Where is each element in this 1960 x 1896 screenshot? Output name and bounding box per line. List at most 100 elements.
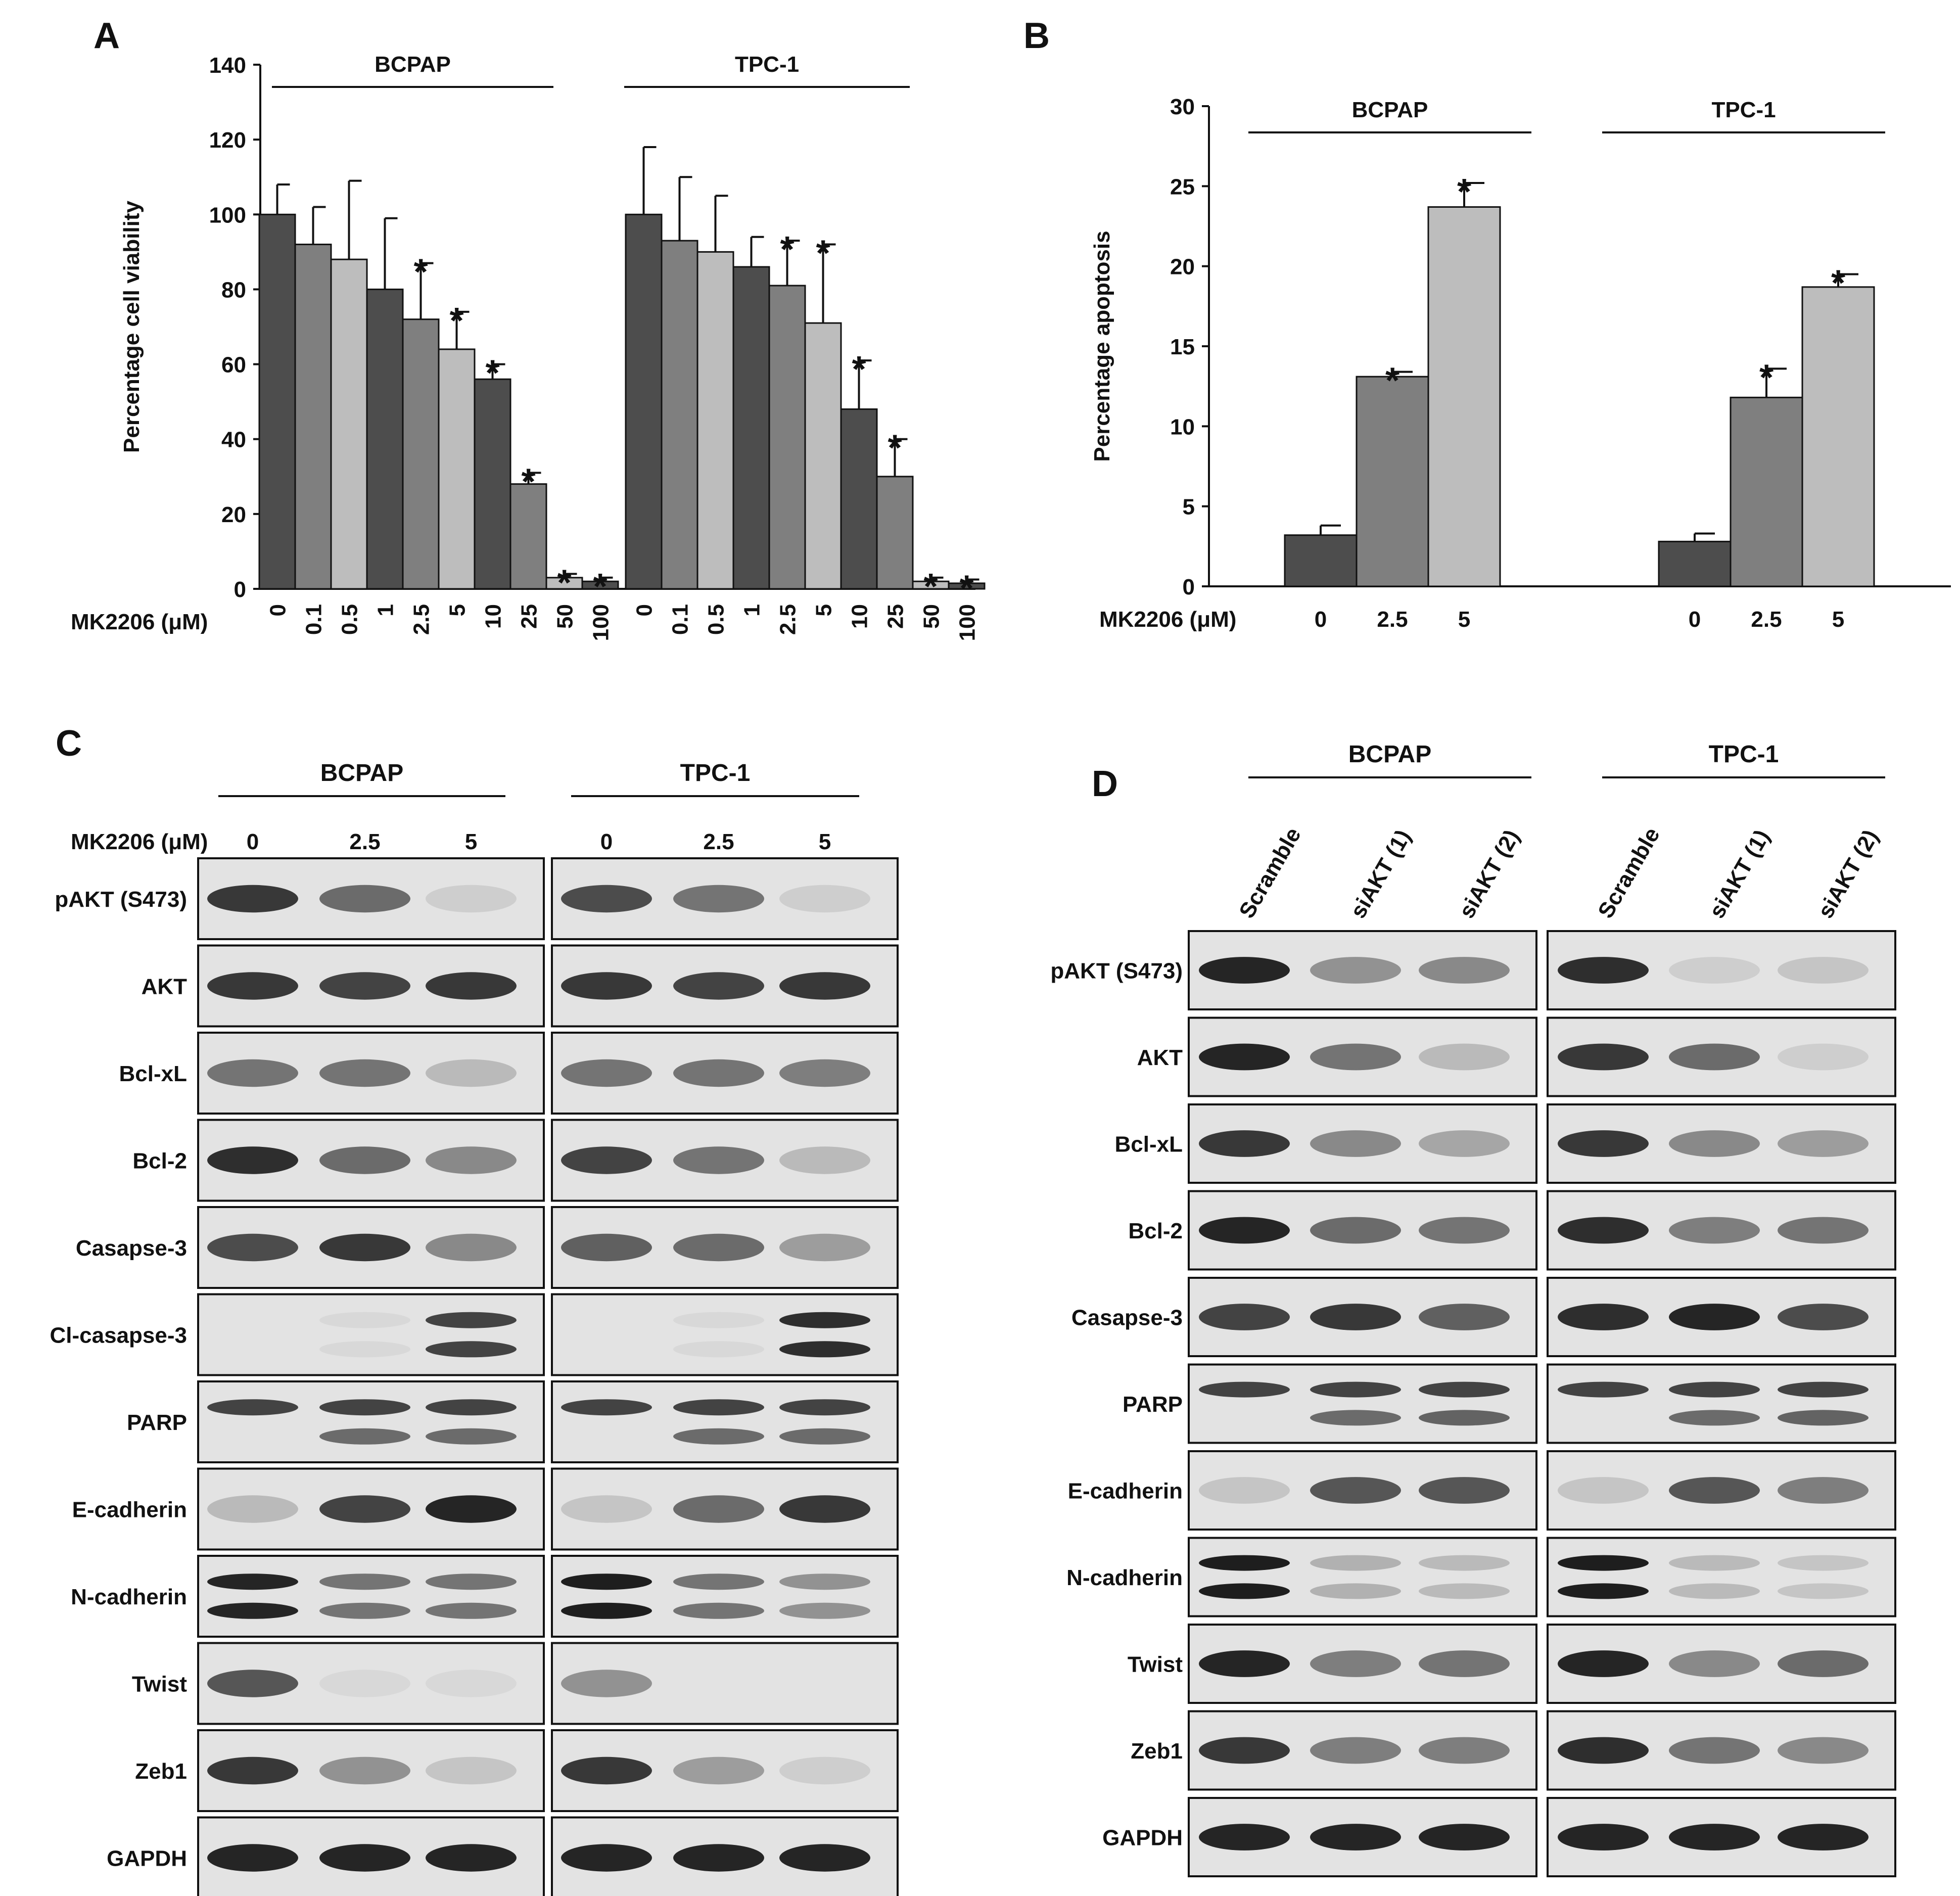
band bbox=[1669, 1477, 1760, 1504]
band bbox=[561, 885, 652, 913]
band bbox=[779, 1428, 870, 1445]
band bbox=[1669, 1737, 1760, 1764]
bar bbox=[402, 318, 440, 590]
significance-star: * bbox=[780, 229, 794, 270]
lane-label: siAKT (1) bbox=[1704, 825, 1775, 922]
x-tick-label: 10 bbox=[848, 604, 872, 629]
blot-strip bbox=[1547, 1537, 1896, 1617]
lane-label: 0 bbox=[600, 829, 613, 854]
blot-strip bbox=[197, 1555, 545, 1638]
band bbox=[319, 1312, 410, 1328]
band bbox=[1199, 1650, 1290, 1677]
y-axis-label: Percentage cell viability bbox=[119, 201, 144, 453]
lane-label: 5 bbox=[465, 829, 477, 854]
panel-label-d: D bbox=[1092, 764, 1118, 804]
x-axis-label: MK2206 (μM) bbox=[1099, 607, 1236, 632]
band bbox=[1199, 1737, 1290, 1764]
band bbox=[1419, 1650, 1510, 1677]
band bbox=[1310, 1130, 1401, 1157]
x-tick-label: 5 bbox=[1832, 607, 1844, 632]
band bbox=[319, 1495, 410, 1523]
band bbox=[426, 1670, 517, 1697]
cell-line-label: BCPAP bbox=[1348, 741, 1431, 768]
band bbox=[779, 1233, 870, 1262]
bar bbox=[366, 288, 404, 590]
band bbox=[1778, 957, 1869, 984]
band bbox=[1558, 1650, 1649, 1677]
y-tick-label: 5 bbox=[1183, 495, 1195, 520]
band bbox=[207, 1574, 298, 1590]
band bbox=[561, 1756, 652, 1785]
x-tick-label: 2.5 bbox=[409, 604, 434, 635]
band bbox=[779, 972, 870, 1000]
band bbox=[779, 1756, 870, 1785]
band bbox=[673, 1495, 764, 1523]
x-tick-label: 0 bbox=[266, 604, 291, 616]
bar bbox=[294, 244, 332, 590]
x-tick-label: 100 bbox=[589, 604, 614, 641]
band bbox=[1199, 1043, 1290, 1071]
lane-label: 2.5 bbox=[703, 829, 734, 854]
x-tick-label: 0.1 bbox=[668, 604, 693, 635]
significance-star: * bbox=[959, 568, 973, 609]
band bbox=[1778, 1824, 1869, 1851]
panel-label-a: A bbox=[94, 16, 120, 56]
band bbox=[1669, 1304, 1760, 1330]
band bbox=[673, 1341, 764, 1358]
band bbox=[1310, 1650, 1401, 1677]
x-tick-label: 0.5 bbox=[338, 604, 362, 635]
band bbox=[1558, 1737, 1649, 1764]
y-tick-label: 100 bbox=[209, 203, 246, 227]
band bbox=[561, 1602, 652, 1619]
panel-label-b: B bbox=[1023, 16, 1050, 56]
band bbox=[1419, 1737, 1510, 1764]
blot-row-label: AKT bbox=[142, 975, 188, 999]
band bbox=[779, 1495, 870, 1523]
band bbox=[673, 1059, 764, 1087]
blot-row-label: Bcl-xL bbox=[119, 1061, 187, 1086]
band bbox=[426, 1146, 517, 1174]
significance-star: * bbox=[923, 567, 938, 607]
chart-b-apoptosis: 0 5 10 15 20 25 30 Percentage apoptosis MK2206 (… bbox=[1090, 95, 1951, 632]
band bbox=[426, 885, 517, 913]
x-tick-label: 50 bbox=[553, 604, 578, 629]
significance-star: * bbox=[1385, 361, 1399, 401]
band bbox=[1669, 1043, 1760, 1071]
band bbox=[1669, 1824, 1760, 1851]
bar bbox=[840, 408, 878, 590]
blot-row-label: pAKT (S473) bbox=[1050, 959, 1183, 984]
y-tick-label: 140 bbox=[209, 53, 246, 78]
y-axis-label: Percentage apoptosis bbox=[1090, 230, 1114, 461]
band bbox=[1310, 1304, 1401, 1330]
significance-star: * bbox=[485, 353, 499, 394]
band bbox=[1778, 1217, 1869, 1244]
band bbox=[1419, 1410, 1510, 1426]
band bbox=[1199, 1555, 1290, 1571]
lane-label: siAKT (1) bbox=[1345, 825, 1416, 922]
band bbox=[207, 1146, 298, 1174]
blot-strip bbox=[1188, 1363, 1537, 1444]
band bbox=[319, 1844, 410, 1872]
band bbox=[426, 1756, 517, 1785]
blot-row-label: Twist bbox=[1128, 1652, 1183, 1677]
band bbox=[1778, 1304, 1869, 1330]
group-label: BCPAP bbox=[1352, 98, 1428, 122]
band bbox=[1419, 1824, 1510, 1851]
band bbox=[1199, 1381, 1290, 1398]
band bbox=[1558, 1217, 1649, 1244]
band bbox=[1558, 1381, 1649, 1398]
band bbox=[426, 1341, 517, 1358]
band bbox=[319, 1059, 410, 1087]
x-tick-label: 1 bbox=[740, 604, 765, 616]
y-tick-label: 15 bbox=[1170, 335, 1195, 359]
bar bbox=[1284, 534, 1358, 587]
x-tick-label: 25 bbox=[517, 604, 542, 629]
blot-row-label: N-cadherin bbox=[71, 1585, 187, 1609]
band bbox=[319, 1428, 410, 1445]
band bbox=[1778, 1477, 1869, 1504]
band bbox=[1778, 1130, 1869, 1157]
band bbox=[1669, 1381, 1760, 1398]
band bbox=[1419, 1217, 1510, 1244]
cell-line-label: TPC-1 bbox=[680, 760, 751, 787]
band bbox=[779, 885, 870, 913]
